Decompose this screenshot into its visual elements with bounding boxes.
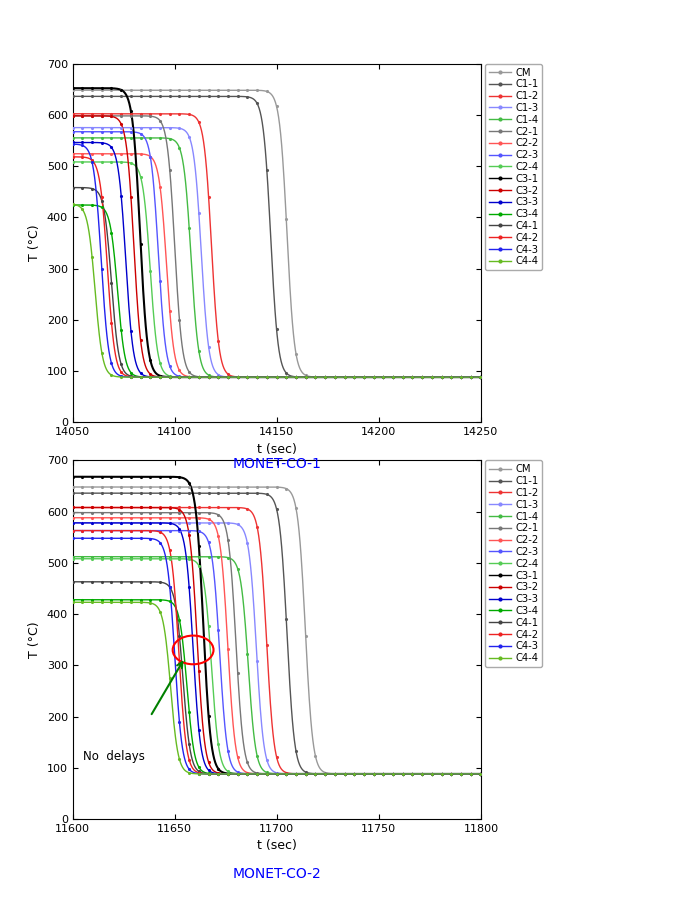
X-axis label: t (sec): t (sec)	[257, 839, 297, 853]
Text: MONET-CO-1: MONET-CO-1	[233, 457, 321, 470]
Text: No  delays: No delays	[83, 750, 145, 763]
Y-axis label: T (°C): T (°C)	[28, 224, 41, 262]
Y-axis label: T (°C): T (°C)	[28, 621, 41, 658]
Legend: CM, C1-1, C1-2, C1-3, C1-4, C2-1, C2-2, C2-3, C2-4, C3-1, C3-2, C3-3, C3-4, C4-1: CM, C1-1, C1-2, C1-3, C1-4, C2-1, C2-2, …	[485, 460, 543, 667]
Text: MONET-CO-2: MONET-CO-2	[233, 867, 321, 881]
Legend: CM, C1-1, C1-2, C1-3, C1-4, C2-1, C2-2, C2-3, C2-4, C3-1, C3-2, C3-3, C3-4, C4-1: CM, C1-1, C1-2, C1-3, C1-4, C2-1, C2-2, …	[485, 64, 543, 271]
X-axis label: t (sec): t (sec)	[257, 442, 297, 456]
